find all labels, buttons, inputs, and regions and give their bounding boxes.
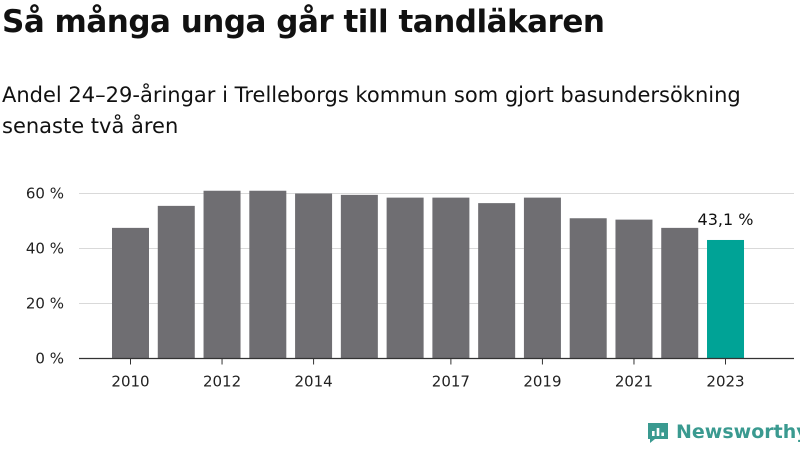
x-tick-label: 2021 (615, 373, 653, 391)
bar (707, 239, 745, 359)
bar (295, 193, 333, 359)
bar (203, 190, 241, 359)
y-tick-label: 20 % (26, 295, 64, 313)
chart-subtitle: Andel 24–29-åringar i Trelleborgs kommun… (2, 83, 741, 138)
bar (386, 197, 424, 359)
data-label: 43,1 % (698, 210, 754, 229)
bar (157, 205, 195, 359)
x-tick-label: 2012 (203, 373, 241, 391)
bar (112, 227, 149, 359)
bar (569, 218, 607, 359)
newsworthy-logo-icon (648, 423, 668, 443)
x-tick-label: 2010 (111, 373, 149, 391)
x-tick-label: 2023 (706, 373, 744, 391)
y-tick-label: 0 % (35, 350, 64, 368)
bar (340, 194, 378, 359)
bar (615, 219, 653, 359)
y-tick-label: 60 % (26, 185, 64, 203)
bar (432, 197, 470, 359)
x-tick-label: 2014 (294, 373, 332, 391)
chart-title: Så många unga går till tandläkaren (2, 4, 605, 40)
brand-logo: Newsworthy (646, 420, 800, 444)
bar (249, 190, 287, 359)
x-tick-label: 2017 (432, 373, 470, 391)
brand-name: Newsworthy (676, 421, 800, 443)
bar-chart: 0 % 20 % 40 % 60 % 2010 2012 2014 2017 2019 2021 2… (26, 185, 794, 391)
bar (661, 227, 699, 359)
y-tick-label: 40 % (26, 240, 64, 258)
bar (523, 197, 561, 359)
x-tick-label: 2019 (523, 373, 561, 391)
bar (478, 203, 516, 359)
